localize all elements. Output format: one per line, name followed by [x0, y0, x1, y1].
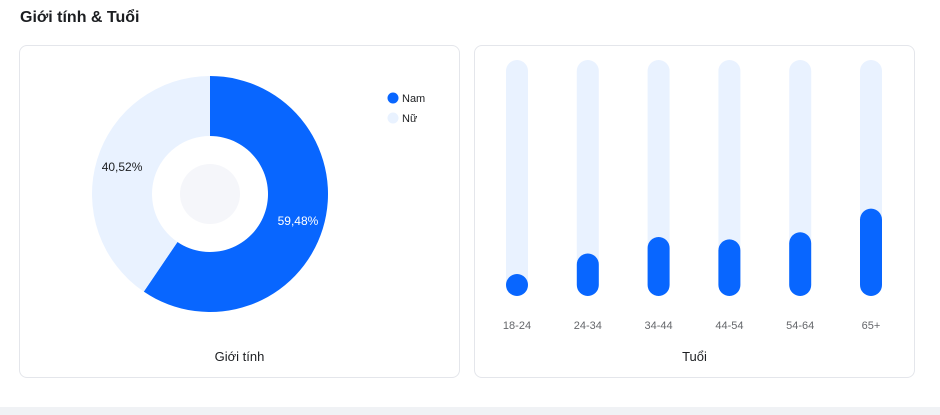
bar-track-24-34 [576, 60, 599, 296]
gender-card: 59,48% 40,52% Nam Nữ Giới tính [19, 45, 460, 378]
gender-chart-title: Giới tính [214, 349, 265, 364]
legend-label-Nam: Nam [402, 93, 425, 105]
bar-44-54 [718, 239, 741, 296]
tick-label-18-24: 18-24 [503, 320, 531, 332]
donut-center [180, 164, 240, 224]
bar-24-34 [576, 253, 599, 296]
age-chart-title: Tuổi [682, 349, 707, 364]
tick-label-54-64: 54-64 [786, 320, 814, 332]
bar-track-18-24 [506, 60, 528, 296]
slice-label-Nữ: 40,52% [102, 160, 143, 174]
bar-65+ [860, 208, 882, 296]
slice-Nam [143, 76, 329, 313]
age-bar-chart: 18-24 24-34 34-44 44-54 54-64 65+ [503, 60, 882, 332]
bar-track-44-54 [718, 60, 741, 296]
bar-34-44 [647, 237, 670, 296]
legend-marker-Nam [387, 92, 399, 104]
tick-label-65+: 65+ [862, 320, 881, 332]
bar-track-34-44 [647, 60, 670, 296]
gender-donut-chart: 59,48% 40,52% Nam Nữ [92, 76, 425, 313]
legend-marker-Nữ [387, 112, 399, 124]
section-title: Giới tính & Tuổi [20, 9, 140, 26]
bar-54-64 [789, 232, 812, 296]
slice-label-Nam: 59,48% [278, 214, 319, 228]
tick-label-34-44: 34-44 [645, 320, 673, 332]
bar-18-24 [506, 274, 528, 296]
legend-label-Nữ: Nữ [402, 113, 418, 125]
age-card: 18-24 24-34 34-44 44-54 54-64 65+ Tuổi [474, 45, 915, 378]
footer-band [0, 407, 940, 415]
tick-label-44-54: 44-54 [715, 320, 743, 332]
tick-label-24-34: 24-34 [574, 320, 602, 332]
slice-Nữ [92, 76, 210, 292]
